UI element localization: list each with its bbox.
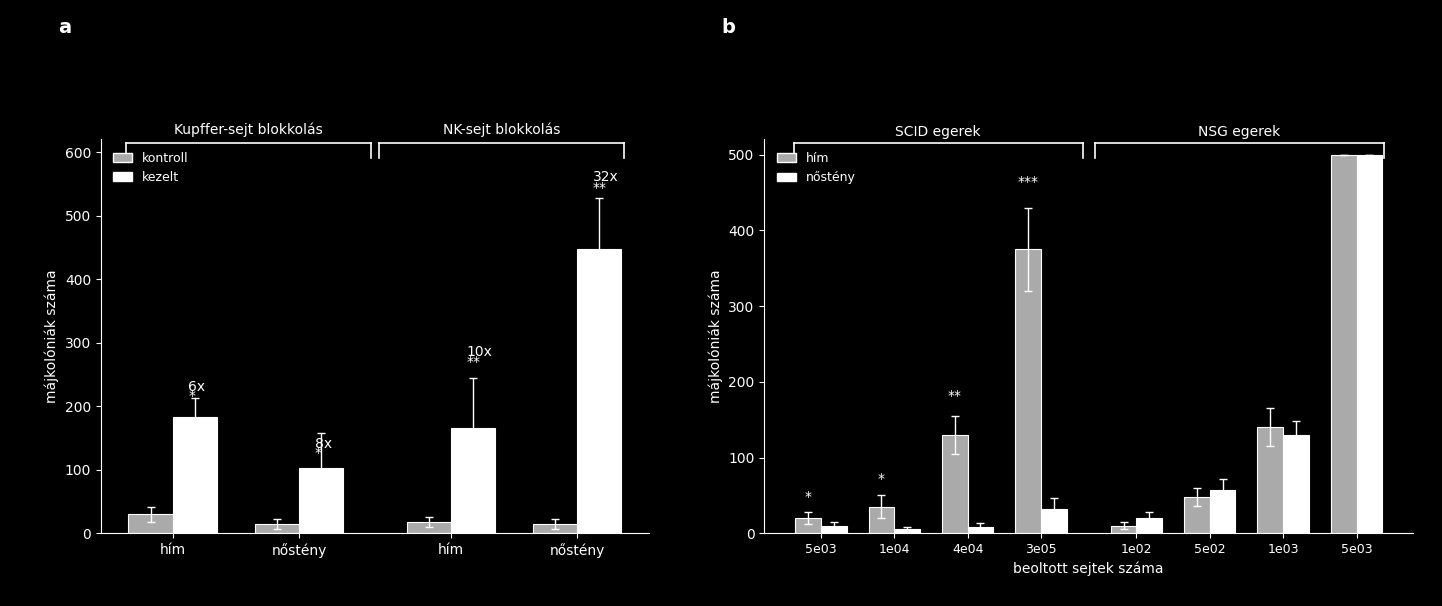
Legend: hím, nőstény: hím, nőstény <box>770 145 862 190</box>
Bar <box>173 417 216 533</box>
Bar <box>1136 518 1162 533</box>
Text: 32x: 32x <box>593 170 619 184</box>
Bar <box>298 468 343 533</box>
Bar <box>1257 427 1283 533</box>
Bar <box>1041 509 1067 533</box>
Bar <box>534 524 577 533</box>
Text: **: ** <box>467 355 480 370</box>
Bar <box>128 514 173 533</box>
Text: NSG egerek: NSG egerek <box>1198 125 1280 139</box>
Text: 10x: 10x <box>467 345 493 359</box>
Text: *: * <box>314 446 322 460</box>
Text: b: b <box>721 18 735 37</box>
Text: SCID egerek: SCID egerek <box>895 125 981 139</box>
Text: *: * <box>878 472 885 486</box>
Text: *: * <box>805 490 812 504</box>
Bar <box>1184 497 1210 533</box>
Bar <box>795 518 820 533</box>
Bar <box>1331 155 1357 533</box>
Text: **: ** <box>947 389 962 403</box>
Bar <box>1110 525 1136 533</box>
Bar <box>255 524 298 533</box>
Bar <box>968 527 994 533</box>
Bar <box>820 525 846 533</box>
Text: 8x: 8x <box>314 437 332 451</box>
Text: Kupffer-sejt blokkolás: Kupffer-sejt blokkolás <box>174 123 323 138</box>
Bar <box>894 530 920 533</box>
Bar <box>407 522 451 533</box>
Bar <box>1357 155 1383 533</box>
Y-axis label: májkolóniák száma: májkolóniák száma <box>45 270 59 403</box>
Bar <box>1015 249 1041 533</box>
Bar <box>868 507 894 533</box>
Text: ***: *** <box>1018 175 1038 188</box>
Legend: kontroll, kezelt: kontroll, kezelt <box>107 145 195 190</box>
Bar <box>1283 435 1309 533</box>
X-axis label: beoltott sejtek száma: beoltott sejtek száma <box>1014 562 1164 576</box>
Text: a: a <box>58 18 71 37</box>
Bar <box>1210 490 1236 533</box>
Text: 6x: 6x <box>189 379 206 393</box>
Bar <box>942 435 968 533</box>
Text: **: ** <box>593 181 607 195</box>
Y-axis label: májkolóniák száma: májkolóniák száma <box>708 270 722 403</box>
Text: *: * <box>189 389 196 403</box>
Text: NK-sejt blokkolás: NK-sejt blokkolás <box>443 123 559 138</box>
Bar <box>451 428 495 533</box>
Bar <box>577 249 622 533</box>
